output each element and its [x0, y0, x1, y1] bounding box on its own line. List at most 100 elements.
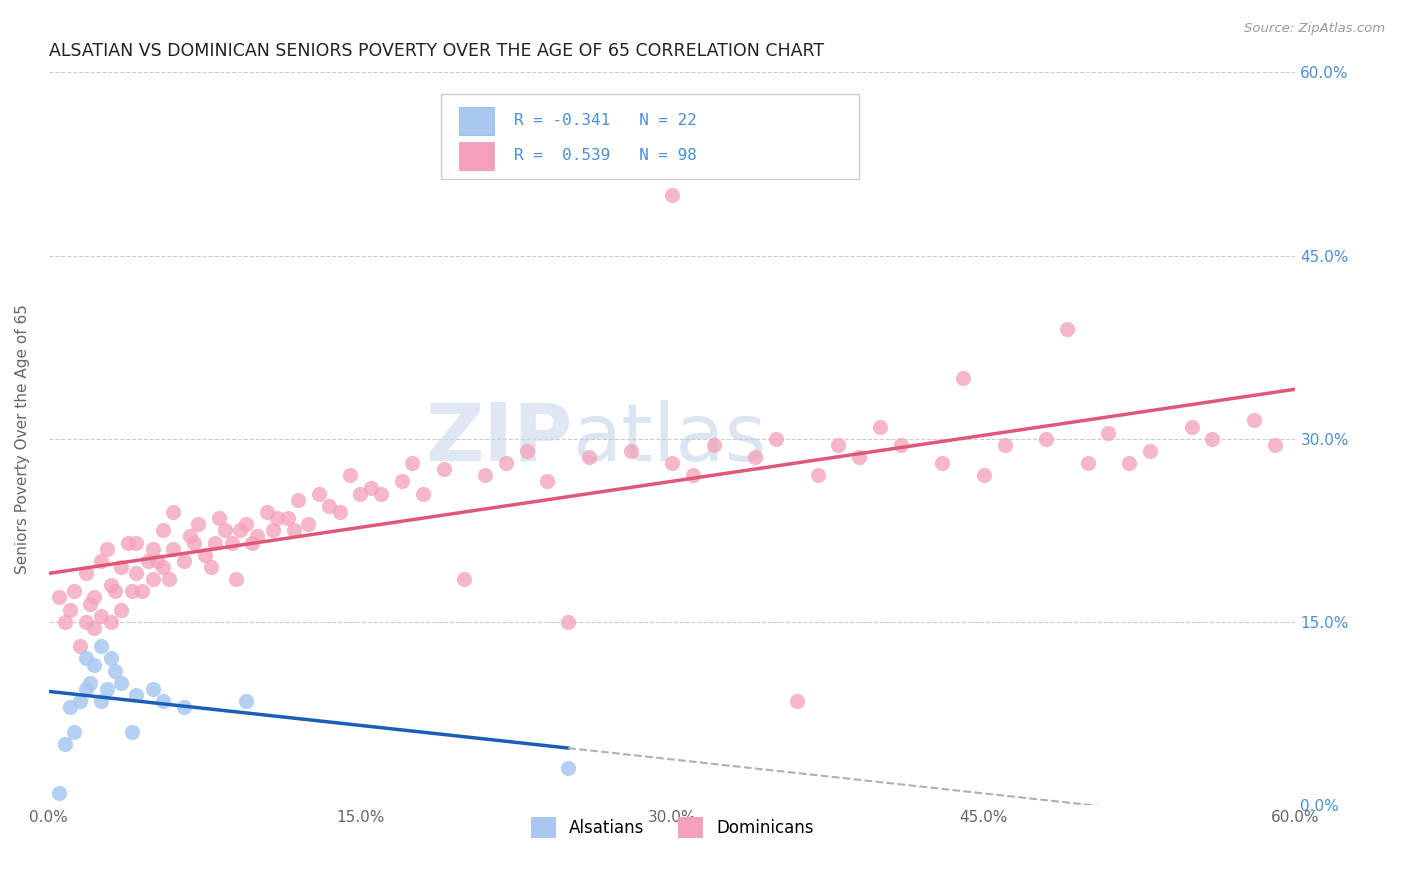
- Point: [79, 597, 101, 611]
- Point: [242, 535, 264, 549]
- Point: [401, 456, 423, 470]
- Point: [83, 657, 105, 672]
- Point: [79, 676, 101, 690]
- Point: [121, 724, 143, 739]
- Point: [360, 481, 382, 495]
- FancyBboxPatch shape: [441, 95, 859, 178]
- Point: [90, 608, 112, 623]
- Legend: Alsatians, Dominicans: Alsatians, Dominicans: [524, 811, 820, 845]
- Point: [1243, 413, 1265, 427]
- Point: [146, 554, 169, 568]
- Point: [516, 444, 538, 458]
- Point: [138, 554, 160, 568]
- Point: [266, 511, 288, 525]
- Point: [661, 456, 683, 470]
- Point: [277, 511, 299, 525]
- Point: [110, 676, 132, 690]
- Point: [225, 572, 247, 586]
- Point: [495, 456, 517, 470]
- Point: [973, 468, 995, 483]
- Point: [142, 541, 165, 556]
- Text: Source: ZipAtlas.com: Source: ZipAtlas.com: [1244, 22, 1385, 36]
- Point: [125, 535, 148, 549]
- Point: [96, 681, 118, 696]
- Point: [142, 681, 165, 696]
- Point: [703, 438, 725, 452]
- Point: [62, 724, 84, 739]
- Point: [104, 584, 127, 599]
- Point: [187, 517, 209, 532]
- Point: [432, 462, 454, 476]
- Y-axis label: Seniors Poverty Over the Age of 65: Seniors Poverty Over the Age of 65: [15, 304, 30, 574]
- Point: [869, 419, 891, 434]
- Point: [53, 737, 76, 751]
- Point: [194, 548, 217, 562]
- Point: [157, 572, 180, 586]
- Point: [110, 602, 132, 616]
- Point: [1264, 438, 1286, 452]
- Point: [786, 694, 808, 708]
- Point: [75, 681, 97, 696]
- Text: atlas: atlas: [572, 400, 766, 478]
- Point: [827, 438, 849, 452]
- Point: [318, 499, 340, 513]
- Point: [104, 664, 127, 678]
- Point: [53, 615, 76, 629]
- Point: [682, 468, 704, 483]
- Point: [179, 529, 201, 543]
- Point: [297, 517, 319, 532]
- Point: [235, 517, 257, 532]
- Point: [848, 450, 870, 464]
- Point: [557, 615, 579, 629]
- Point: [125, 566, 148, 580]
- Point: [287, 492, 309, 507]
- Point: [214, 523, 236, 537]
- Text: R =  0.539   N = 98: R = 0.539 N = 98: [513, 148, 696, 163]
- Point: [125, 688, 148, 702]
- Point: [1180, 419, 1202, 434]
- Point: [221, 535, 243, 549]
- Point: [661, 187, 683, 202]
- Point: [453, 572, 475, 586]
- Point: [121, 584, 143, 599]
- Point: [204, 535, 226, 549]
- Point: [183, 535, 205, 549]
- FancyBboxPatch shape: [458, 107, 494, 135]
- Point: [952, 370, 974, 384]
- Point: [48, 786, 70, 800]
- Point: [83, 621, 105, 635]
- Point: [262, 523, 284, 537]
- Point: [245, 529, 267, 543]
- Point: [75, 615, 97, 629]
- Point: [162, 541, 184, 556]
- Point: [619, 444, 641, 458]
- Point: [256, 505, 278, 519]
- Point: [993, 438, 1015, 452]
- Text: ZIP: ZIP: [425, 400, 572, 478]
- Point: [62, 584, 84, 599]
- Point: [152, 523, 174, 537]
- Point: [152, 560, 174, 574]
- Point: [69, 640, 91, 654]
- Point: [744, 450, 766, 464]
- Point: [69, 694, 91, 708]
- Point: [931, 456, 953, 470]
- FancyBboxPatch shape: [458, 142, 494, 169]
- Point: [1118, 456, 1140, 470]
- Point: [308, 486, 330, 500]
- Point: [1139, 444, 1161, 458]
- Point: [370, 486, 392, 500]
- Point: [1097, 425, 1119, 440]
- Point: [806, 468, 828, 483]
- Point: [58, 700, 80, 714]
- Point: [75, 651, 97, 665]
- Point: [75, 566, 97, 580]
- Point: [100, 615, 122, 629]
- Point: [229, 523, 252, 537]
- Point: [578, 450, 600, 464]
- Point: [1201, 432, 1223, 446]
- Point: [391, 475, 413, 489]
- Point: [200, 560, 222, 574]
- Point: [90, 694, 112, 708]
- Text: R = -0.341   N = 22: R = -0.341 N = 22: [513, 113, 696, 128]
